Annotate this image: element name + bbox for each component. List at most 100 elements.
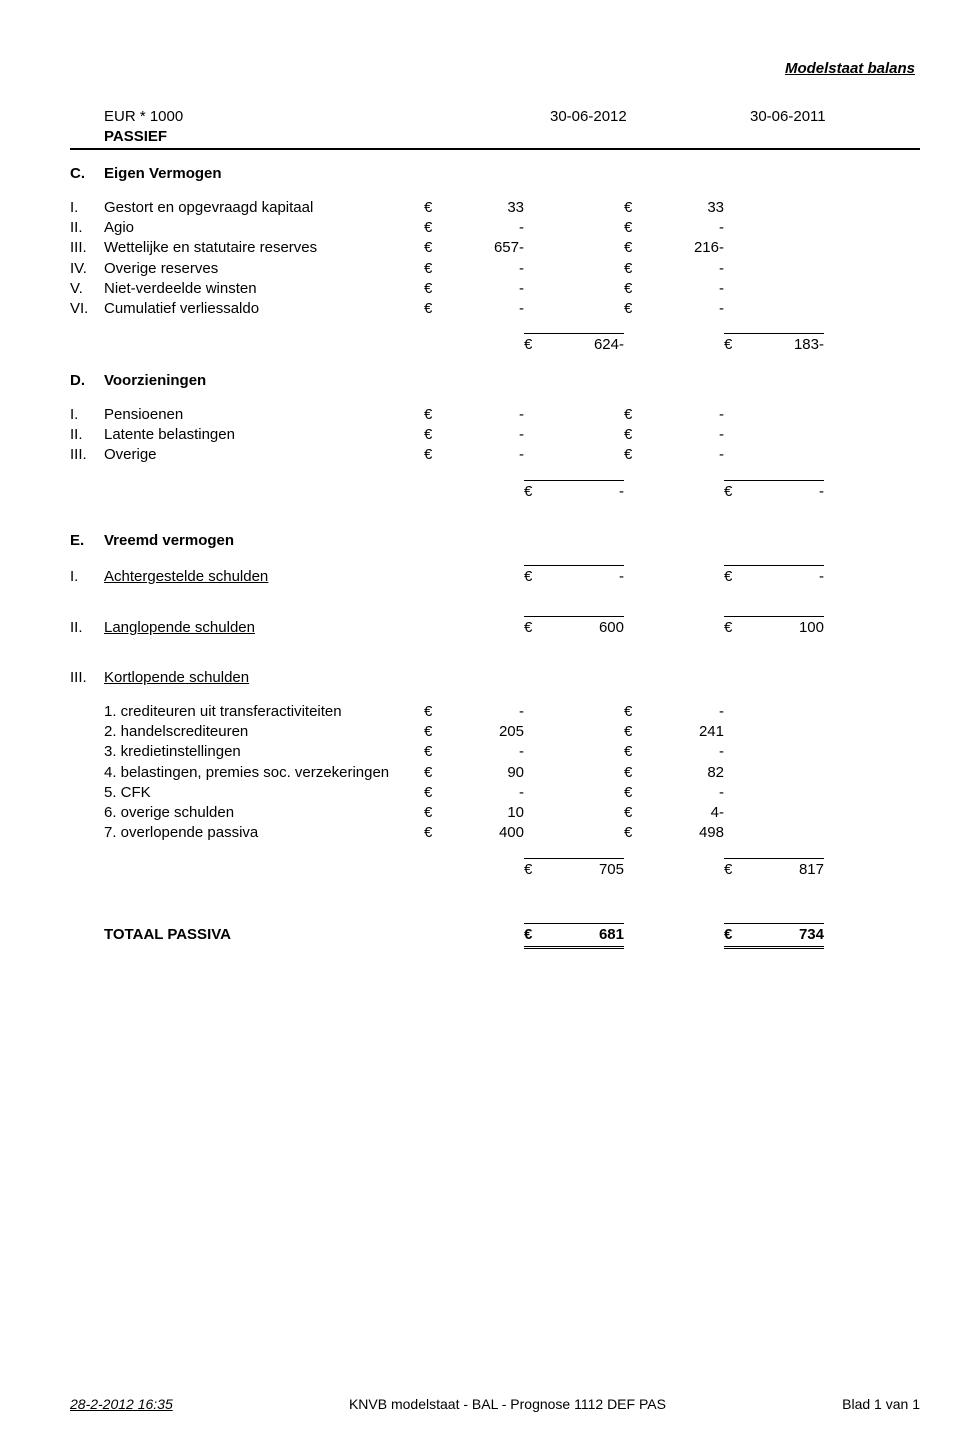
val-2012: 400 bbox=[450, 823, 524, 843]
val-2011: - bbox=[650, 259, 724, 279]
e-iii-label: Kortlopende schulden bbox=[104, 668, 424, 688]
val-2012: 657- bbox=[450, 238, 524, 258]
section-e-iii-line: 3. kredietinstellingen€-€- bbox=[70, 742, 920, 762]
section-c-line: III.Wettelijke en statutaire reserves€65… bbox=[70, 238, 920, 258]
val-2012: 33 bbox=[450, 198, 524, 218]
val-2011: - bbox=[650, 742, 724, 762]
val-2012: - bbox=[450, 425, 524, 445]
section-d-letter: D. bbox=[70, 371, 104, 391]
e-ii-2011: 100 bbox=[750, 616, 824, 639]
val-2012: - bbox=[450, 702, 524, 722]
val-2012: - bbox=[450, 405, 524, 425]
val-2011: - bbox=[650, 299, 724, 319]
footer-page: Blad 1 van 1 bbox=[842, 1396, 920, 1412]
c-total-2012: 624- bbox=[550, 333, 624, 356]
section-e-title: Vreemd vermogen bbox=[104, 531, 424, 551]
val-2012: - bbox=[450, 783, 524, 803]
section-c-line: V.Niet-verdeelde winsten€-€- bbox=[70, 279, 920, 299]
d-total-2012: - bbox=[550, 480, 624, 503]
header-dates-row: EUR * 1000 30-06-2012 30-06-2011 bbox=[70, 107, 920, 127]
e-iii-header: III. Kortlopende schulden bbox=[70, 668, 920, 688]
eur-label: EUR * 1000 bbox=[104, 107, 424, 127]
val-2012: - bbox=[450, 299, 524, 319]
val-2011: 216- bbox=[650, 238, 724, 258]
e-ii-2012: 600 bbox=[550, 616, 624, 639]
section-c-letter: C. bbox=[70, 164, 104, 184]
e-iii-total-2011: 817 bbox=[750, 858, 824, 881]
section-d-title: Voorzieningen bbox=[104, 371, 424, 391]
line-label: 6. overige schulden bbox=[104, 803, 424, 823]
section-c-line: VI.Cumulatief verliessaldo€-€- bbox=[70, 299, 920, 319]
val-2011: - bbox=[650, 279, 724, 299]
section-c-title: Eigen Vermogen bbox=[104, 164, 424, 184]
section-c-header: C. Eigen Vermogen bbox=[70, 164, 920, 184]
header-block: EUR * 1000 30-06-2012 30-06-2011 PASSIEF bbox=[70, 107, 920, 150]
e-iii-total: € 705 € 817 bbox=[70, 858, 920, 881]
balance-sheet-page: Modelstaat balans EUR * 1000 30-06-2012 … bbox=[0, 0, 960, 1452]
section-d-total: € - € - bbox=[70, 480, 920, 503]
line-label: Pensioenen bbox=[104, 405, 424, 425]
footer-center: KNVB modelstaat - BAL - Prognose 1112 DE… bbox=[349, 1396, 666, 1412]
val-2011: - bbox=[650, 425, 724, 445]
val-2011: 498 bbox=[650, 823, 724, 843]
line-label: 1. crediteuren uit transferactiviteiten bbox=[104, 702, 424, 722]
section-e-iii-line: 2. handelscrediteuren€205€241 bbox=[70, 722, 920, 742]
e-i-label: Achtergestelde schulden bbox=[104, 567, 424, 587]
val-2012: - bbox=[450, 742, 524, 762]
date-col-1: 30-06-2012 bbox=[550, 107, 624, 127]
section-e-iii-line: 6. overige schulden€10€4- bbox=[70, 803, 920, 823]
section-e-iii-line: 1. crediteuren uit transferactiviteiten€… bbox=[70, 702, 920, 722]
grand-total-label: TOTAAL PASSIVA bbox=[104, 925, 424, 945]
e-i-2012: - bbox=[550, 565, 624, 588]
section-c-total: € 624- € 183- bbox=[70, 333, 920, 356]
section-d-line: I.Pensioenen€-€- bbox=[70, 405, 920, 425]
grand-total-2012: 681 bbox=[550, 923, 624, 949]
line-label: 3. kredietinstellingen bbox=[104, 742, 424, 762]
section-e-iii-line: 7. overlopende passiva€400€498 bbox=[70, 823, 920, 843]
e-ii-row: II. Langlopende schulden € 600 € 100 bbox=[70, 616, 920, 639]
section-e-letter: E. bbox=[70, 531, 104, 551]
section-e-iii-line: 5. CFK€-€- bbox=[70, 783, 920, 803]
val-2012: 90 bbox=[450, 763, 524, 783]
line-label: 2. handelscrediteuren bbox=[104, 722, 424, 742]
grand-total-row: TOTAAL PASSIVA € 681 € 734 bbox=[70, 923, 920, 949]
val-2012: 10 bbox=[450, 803, 524, 823]
e-i-row: I. Achtergestelde schulden € - € - bbox=[70, 565, 920, 588]
footer-timestamp: 28-2-2012 16:35 bbox=[70, 1396, 173, 1412]
page-footer: 28-2-2012 16:35 KNVB modelstaat - BAL - … bbox=[70, 1396, 920, 1412]
e-i-2011: - bbox=[750, 565, 824, 588]
val-2011: - bbox=[650, 445, 724, 465]
val-2011: 33 bbox=[650, 198, 724, 218]
line-label: Niet-verdeelde winsten bbox=[104, 279, 424, 299]
val-2011: - bbox=[650, 783, 724, 803]
line-label: Overige bbox=[104, 445, 424, 465]
line-label: Gestort en opgevraagd kapitaal bbox=[104, 198, 424, 218]
line-label: Wettelijke en statutaire reserves bbox=[104, 238, 424, 258]
line-label: Latente belastingen bbox=[104, 425, 424, 445]
val-2011: 241 bbox=[650, 722, 724, 742]
section-d-line: III.Overige€-€- bbox=[70, 445, 920, 465]
passief-row: PASSIEF bbox=[70, 127, 920, 147]
line-label: 5. CFK bbox=[104, 783, 424, 803]
section-d-header: D. Voorzieningen bbox=[70, 371, 920, 391]
date-col-2: 30-06-2011 bbox=[750, 107, 824, 127]
section-d-line: II.Latente belastingen€-€- bbox=[70, 425, 920, 445]
section-e-header: E. Vreemd vermogen bbox=[70, 531, 920, 551]
val-2012: - bbox=[450, 445, 524, 465]
val-2011: 4- bbox=[650, 803, 724, 823]
val-2011: - bbox=[650, 218, 724, 238]
val-2011: - bbox=[650, 405, 724, 425]
line-label: 4. belastingen, premies soc. verzekering… bbox=[104, 763, 424, 783]
val-2011: - bbox=[650, 702, 724, 722]
val-2012: - bbox=[450, 279, 524, 299]
section-c-line: IV.Overige reserves€-€- bbox=[70, 259, 920, 279]
c-total-2011: 183- bbox=[750, 333, 824, 356]
val-2011: 82 bbox=[650, 763, 724, 783]
line-label: Cumulatief verliessaldo bbox=[104, 299, 424, 319]
grand-total-2011: 734 bbox=[750, 923, 824, 949]
line-label: Agio bbox=[104, 218, 424, 238]
val-2012: - bbox=[450, 259, 524, 279]
passief-label: PASSIEF bbox=[104, 127, 424, 147]
val-2012: 205 bbox=[450, 722, 524, 742]
section-c-line: I.Gestort en opgevraagd kapitaal€33€33 bbox=[70, 198, 920, 218]
